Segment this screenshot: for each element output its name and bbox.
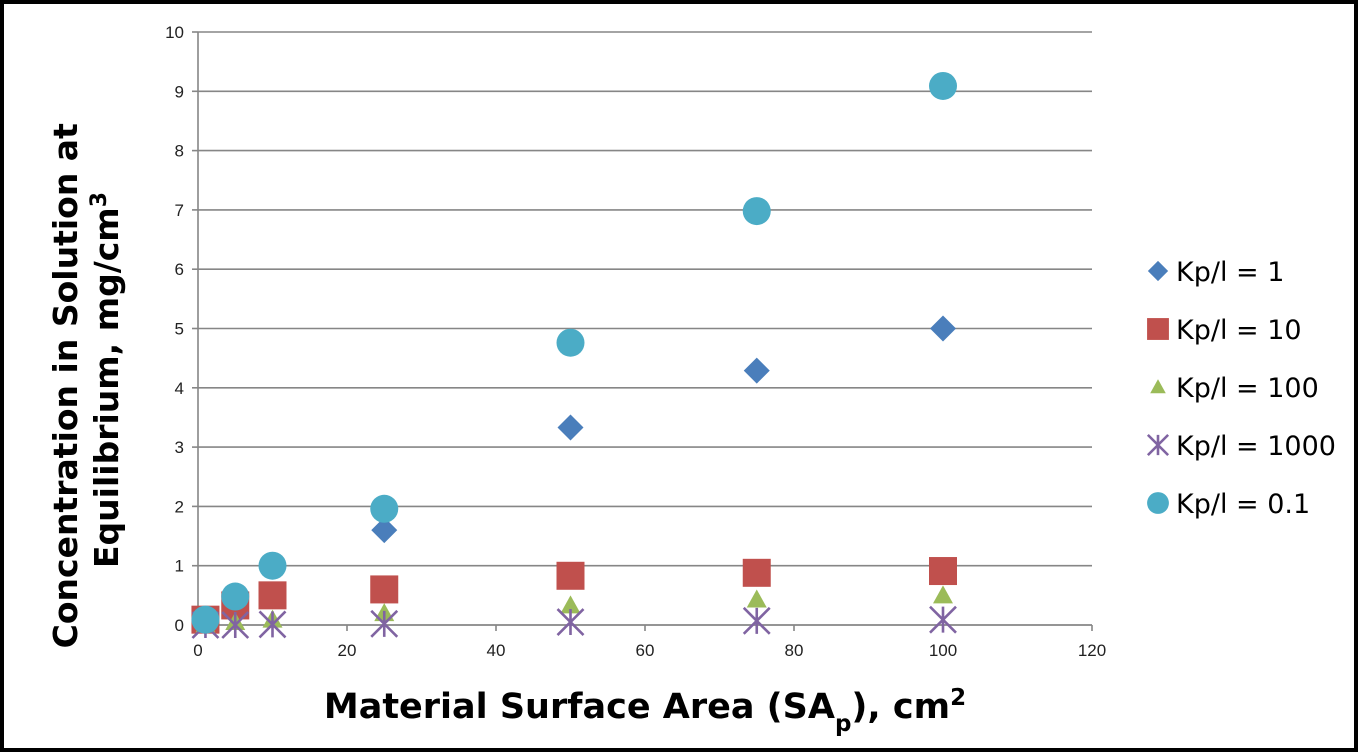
- gridlines: [198, 31, 1092, 626]
- point-circle-4-6: [929, 71, 957, 100]
- point-circle-4-5: [742, 197, 771, 226]
- y-tick-label: 3: [175, 438, 184, 457]
- point-circle-4-0: [191, 605, 220, 634]
- point-diamond-0-4: [557, 414, 584, 441]
- point-star-3-3: [370, 609, 399, 638]
- point-triangle-2-6: [933, 585, 953, 604]
- y-tick-label: 5: [175, 320, 184, 339]
- x-axis-title-after: ), cm: [851, 687, 950, 727]
- point-star-3-2: [258, 610, 287, 639]
- point-triangle-2-4: [560, 595, 581, 614]
- x-tick-label: 0: [193, 641, 202, 660]
- point-square-1-5: [742, 558, 771, 587]
- point-square-1-3: [370, 575, 399, 604]
- x-tick-label: 20: [338, 641, 357, 660]
- point-circle-4-3: [370, 494, 399, 523]
- x-axis-title-sub: p: [835, 711, 851, 737]
- y-tick-label: 1: [175, 557, 184, 576]
- legend-marker-triangle: [1150, 379, 1166, 394]
- y-axis-title-sup: 3: [87, 192, 112, 207]
- point-diamond-0-6: [930, 315, 956, 342]
- point-circle-4-4: [556, 328, 585, 357]
- y-tick-label: 2: [175, 497, 184, 516]
- x-tick-label: 40: [487, 641, 506, 660]
- x-tick-label: 100: [929, 641, 957, 660]
- x-tick-label: 60: [636, 641, 655, 660]
- x-tick-labels: 0 20 40 60 80 100 120: [193, 641, 1106, 660]
- point-diamond-0-5: [743, 357, 770, 384]
- x-axis-title: Material Surface Area (SAp), cm2: [324, 685, 966, 737]
- point-circle-4-1: [221, 582, 250, 611]
- point-square-1-2: [258, 581, 287, 610]
- y-tick-label: 0: [175, 616, 184, 635]
- point-star-3-6: [929, 605, 957, 634]
- point-diamond-0-3: [371, 517, 398, 544]
- legend-label: Kp/l = 0.1: [1176, 489, 1310, 520]
- y-axis-title-line1: Concentration in Solution at: [46, 123, 85, 648]
- x-tick-label: 80: [785, 641, 804, 660]
- x-axis-title-sup: 2: [950, 685, 966, 711]
- legend-label: Kp/l = 1: [1176, 257, 1284, 288]
- y-tick-label: 10: [165, 23, 184, 42]
- y-axis-title: Concentration in Solution at Equilibrium…: [46, 112, 126, 649]
- y-axis-title-line2: Equilibrium, mg/cm: [87, 207, 126, 568]
- point-star-3-5: [742, 606, 771, 635]
- legend-marker-diamond: [1147, 260, 1169, 282]
- point-star-3-1: [221, 611, 250, 639]
- legend: Kp/l = 1 Kp/l = 10 Kp/l = 100 Kp/l = 1000 Kp…: [1146, 257, 1336, 520]
- y-tick-label: 8: [175, 142, 184, 161]
- y-tick-label: 7: [175, 201, 184, 220]
- point-circle-4-2: [258, 551, 287, 580]
- y-tick-labels: 0 1 2 3 4 5 6 7 8 9 10: [165, 23, 184, 635]
- x-tick-label: 120: [1078, 641, 1106, 660]
- point-triangle-2-5: [746, 589, 767, 608]
- legend-marker-star: [1146, 433, 1170, 457]
- y-tick-label: 4: [175, 379, 184, 398]
- legend-label: Kp/l = 100: [1176, 373, 1319, 404]
- legend-marker-circle: [1147, 492, 1169, 514]
- legend-label: Kp/l = 1000: [1176, 431, 1336, 462]
- legend-marker-square: [1147, 318, 1169, 340]
- y-tick-label: 9: [175, 82, 184, 101]
- y-tick-label: 6: [175, 260, 184, 279]
- point-square-1-4: [556, 561, 585, 590]
- point-star-3-4: [556, 608, 585, 636]
- legend-label: Kp/l = 10: [1176, 315, 1302, 346]
- axes: [192, 31, 1093, 631]
- point-square-1-6: [929, 557, 957, 586]
- data-points: [191, 71, 957, 639]
- x-axis-title-main: Material Surface Area (SA: [324, 687, 835, 727]
